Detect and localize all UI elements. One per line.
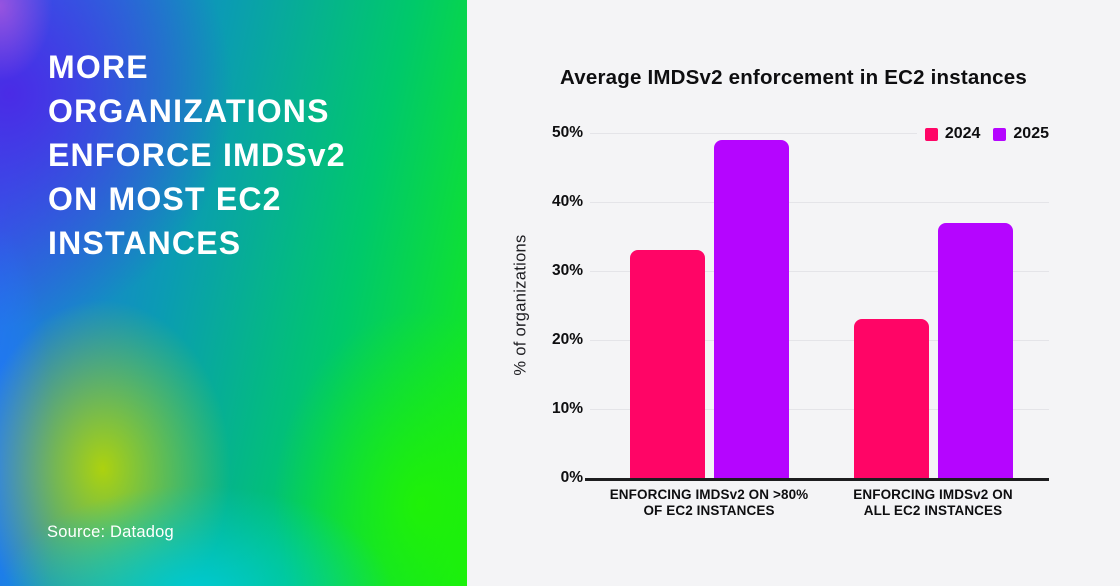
- x-category-label-1: ENFORCING IMDSv2 ON >80% OF EC2 INSTANCES: [569, 487, 849, 519]
- bar-2024-group-1: [629, 250, 705, 478]
- legend-item-2024: 2024: [924, 125, 981, 143]
- x-category-label-line: ALL EC2 INSTANCES: [863, 503, 1003, 518]
- panel-heading-line-5: INSTANCES: [48, 225, 242, 261]
- y-tick-label-20%: 20%: [551, 331, 583, 348]
- y-tick-label-50%: 50%: [551, 124, 583, 141]
- x-category-label-line: OF EC2 INSTANCES: [643, 503, 775, 518]
- x-category-label-line: ENFORCING IMDSv2 ON: [853, 487, 1013, 502]
- panel-heading: MORE ORGANIZATIONS ENFORCE IMDSv2 ON MOS…: [48, 45, 346, 265]
- gridline-40%: [590, 202, 1049, 203]
- panel-heading-line-4: ON MOST EC2: [48, 181, 282, 217]
- legend-swatch-2025: [993, 127, 1007, 141]
- x-category-label-line: ENFORCING IMDSv2 ON >80%: [609, 487, 809, 502]
- gridline-30%: [590, 271, 1049, 272]
- bar-2025-group-2: [937, 222, 1013, 478]
- y-tick-label-0%: 0%: [560, 469, 583, 486]
- bar-2025-group-1: [713, 139, 789, 478]
- gradient-side-panel: MORE ORGANIZATIONS ENFORCE IMDSv2 ON MOS…: [0, 0, 467, 586]
- gridline-50%: [590, 133, 1049, 134]
- y-tick-label-30%: 30%: [551, 262, 583, 279]
- panel-heading-line-3: ENFORCE IMDSv2: [48, 137, 346, 173]
- y-axis-title: % of organizations: [511, 234, 530, 376]
- x-axis-line: [585, 478, 1049, 481]
- legend-item-2025: 2025: [993, 125, 1049, 143]
- gridline-10%: [590, 409, 1049, 410]
- panel-heading-line-1: MORE: [48, 49, 149, 85]
- x-category-label-2: ENFORCING IMDSv2 ON ALL EC2 INSTANCES: [793, 487, 1073, 519]
- legend-label-2024: 2024: [944, 125, 981, 142]
- chart-legend: 2024 2025: [916, 125, 1049, 143]
- source-attribution: Source: Datadog: [47, 523, 174, 541]
- bar-2024-group-2: [853, 319, 929, 478]
- gridline-20%: [590, 340, 1049, 341]
- legend-label-2025: 2025: [1013, 125, 1049, 142]
- y-tick-label-10%: 10%: [551, 400, 583, 417]
- legend-swatch-2024: [924, 127, 938, 141]
- chart-title: Average IMDSv2 enforcement in EC2 instan…: [560, 66, 1027, 89]
- y-tick-label-40%: 40%: [551, 193, 583, 210]
- panel-heading-line-2: ORGANIZATIONS: [48, 93, 330, 129]
